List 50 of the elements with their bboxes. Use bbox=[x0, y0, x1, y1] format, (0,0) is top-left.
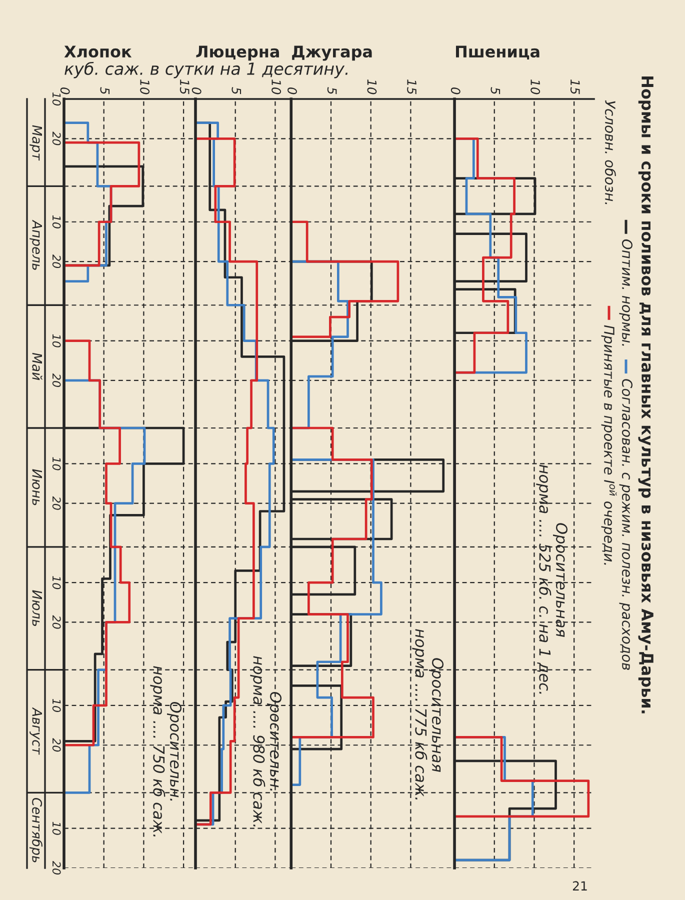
y-tick-label: 20 bbox=[52, 132, 61, 146]
x-tick-label: 5 bbox=[232, 87, 242, 94]
x-tick-label: 5 bbox=[327, 87, 337, 94]
text: Май bbox=[32, 352, 42, 380]
x-tick-label: 10 bbox=[530, 80, 540, 94]
text: Апрель bbox=[30, 220, 42, 270]
text: Сентябрь bbox=[30, 798, 42, 862]
chart-title: Пшеница bbox=[456, 46, 540, 60]
legend-title: Условн. обозн. bbox=[604, 100, 616, 204]
y-tick-label: 20 bbox=[52, 860, 61, 875]
y-tick-label: 10 bbox=[52, 334, 61, 348]
y-tick-label: 10 bbox=[52, 698, 61, 712]
annotation: Оросительная норма .... 525 кб. с. на 1 дес. bbox=[536, 464, 568, 694]
y-tick-label: 20 bbox=[52, 615, 61, 629]
text: Нормы и сроки поливов для главных культур в низовьях Аму-Дарьи. bbox=[638, 76, 654, 714]
y-tick-label: 10 bbox=[52, 576, 61, 590]
chart-title: Хлопок bbox=[64, 46, 132, 58]
x-tick-label: 0 bbox=[192, 88, 202, 94]
x-tick-label: 15 bbox=[570, 80, 580, 94]
y-tick-label: 10 bbox=[52, 822, 61, 835]
x-tick-label: 5 bbox=[490, 87, 500, 94]
y-tick-label: 20 bbox=[52, 254, 61, 268]
y-tick-label: 20 bbox=[52, 738, 61, 752]
y-tick-label: 10 bbox=[52, 457, 61, 470]
chart-title: Люцерна bbox=[196, 46, 279, 61]
legend-label: Согласован. с режим. полезн. расходов bbox=[619, 379, 632, 670]
legend-label: Принятые в проекте I$^{ой}$ очереди. bbox=[601, 325, 617, 565]
legend-label: Оптим. нормы. bbox=[619, 239, 632, 346]
x-tick-label: 0 bbox=[60, 88, 70, 94]
x-tick-label: 0 bbox=[450, 88, 460, 94]
x-tick-label: 15 bbox=[407, 80, 416, 94]
text: Июнь bbox=[32, 469, 42, 506]
text: 21 bbox=[572, 881, 587, 890]
y-tick-label: 10 bbox=[52, 215, 61, 228]
annotation: Оросительн. норма .... 750 кб саж. bbox=[150, 666, 182, 836]
annotation: Оросительная норма .... 775 кб саж. bbox=[412, 629, 444, 800]
x-tick-label: 5 bbox=[100, 87, 110, 94]
y-tick-label: 20 bbox=[52, 373, 61, 387]
text: Март bbox=[30, 125, 42, 161]
annotation: Оросительн. норма .... 980 кб саж. bbox=[250, 656, 282, 826]
chart-title: Джугара bbox=[292, 46, 372, 61]
x-tick-label: 0 bbox=[288, 88, 297, 94]
x-tick-label: 15 bbox=[180, 80, 190, 94]
text: Август bbox=[30, 707, 42, 755]
y-tick-label: 20 bbox=[52, 496, 61, 510]
x-axis-title: куб. саж. в сутки на 1 десятину. bbox=[64, 62, 348, 78]
text: Июль bbox=[32, 590, 42, 626]
x-tick-label: 10 bbox=[272, 80, 282, 94]
x-tick-label: 10 bbox=[140, 80, 150, 94]
x-tick-label: 10 bbox=[367, 80, 377, 94]
